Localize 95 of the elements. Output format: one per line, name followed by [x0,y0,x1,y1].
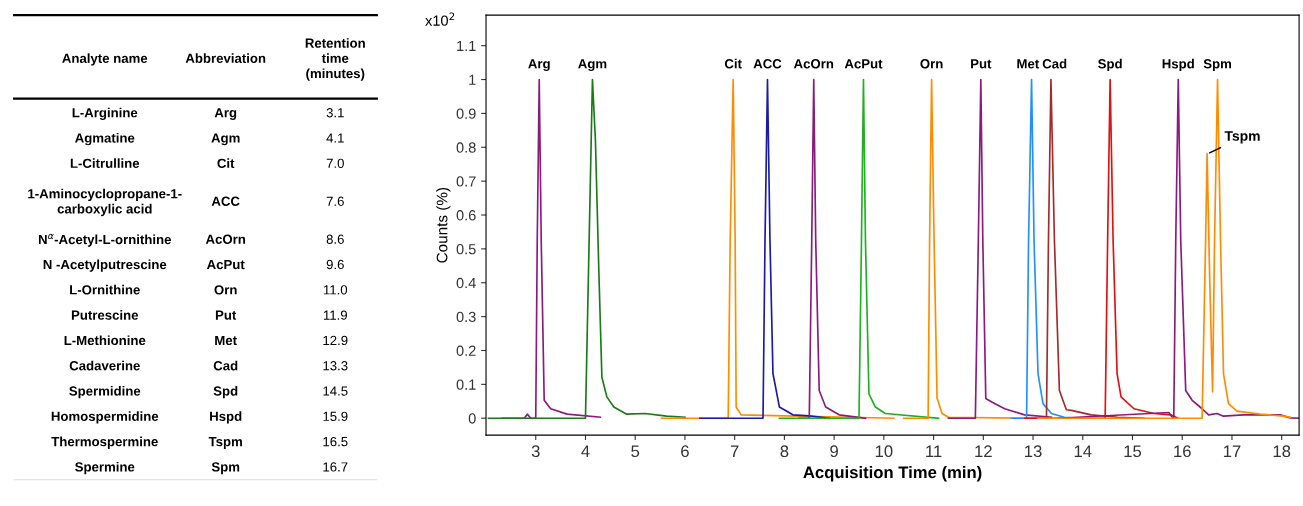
x-tick-label: 11 [926,445,942,457]
text: L-Ornithine [70,284,140,295]
x-tick-label: 14 [1074,445,1092,457]
series-label: Put [971,59,992,69]
text: Spermine [75,461,135,475]
text: N -Acetylputrescine [43,259,167,272]
x-axis-title: Acquisition Time (min) [803,465,982,482]
x-tick-label: 13 [1025,445,1042,458]
text: 11.0 [323,285,348,295]
text: 3.1 [326,108,344,118]
x-tick-label: 5 [631,445,640,458]
text: 13.3 [323,361,348,371]
x-tick-label: 10 [875,445,893,458]
line-series [947,78,1053,420]
line-series [778,78,940,420]
text: N$^{α}$-Acetyl-L-ornithine [38,233,171,247]
y-tick-label: 0.4 [456,277,476,289]
y-tick-label: 0.7 [456,176,476,187]
text: Spm [211,462,240,475]
text: 9.6 [326,259,344,270]
text: Agmatine [75,132,135,146]
text: Putrescine [71,310,139,320]
y-tick-label: 0.1 [456,379,476,390]
series-label: AcPut [844,59,883,69]
y-tick-label: 1 [469,74,476,85]
text: L-Methionine [64,335,146,346]
x-tick-label: 7 [730,445,739,457]
text: L-Arginine [72,107,138,121]
text: Agm [211,133,240,146]
x-tick-label: 16 [1174,445,1191,458]
text: AcPut [206,259,245,270]
text: Homospermidine [51,411,159,424]
text: 16.5 [323,436,348,447]
text: 14.5 [323,386,348,396]
annotation: Tspm [1224,131,1260,144]
series-label: Spd [1098,58,1122,72]
y-tick-label: 0.8 [456,142,476,153]
x-tick-label: 3 [531,445,540,458]
text: Cad [213,360,238,371]
text: Retention time (minutes) [305,38,365,81]
text: Met [215,335,237,346]
series-label: ACC [753,59,782,69]
y-axis-title: Counts (%) [436,187,451,263]
series-label: Agm [578,59,607,72]
text: x10$^{2}$ [425,12,455,26]
y-tick-label: 1.1 [457,40,476,51]
series-label: Hspd [1162,58,1194,72]
x-tick-label: 4 [581,445,590,457]
series-label: AcOrn [793,59,834,69]
y-tick-label: 0.3 [456,311,476,323]
line-series [487,78,686,420]
text: Spermidine [69,386,141,399]
text: Abbreviation [185,53,266,63]
text: Spd [213,386,238,399]
y-tick-label: 0.9 [456,108,476,119]
text: ACC [211,196,240,206]
x-tick-label: 8 [780,445,789,458]
series-label: Cit [724,58,742,69]
series-label: Orn [920,59,943,69]
text: 11.9 [323,310,347,320]
text: Cadaverine [69,360,140,371]
text: 16.7 [323,462,348,472]
text: 12.9 [323,335,348,346]
text: Put [215,310,237,320]
series-label: Met [1017,59,1040,69]
text: 8.6 [326,234,344,244]
text: 7.0 [326,158,344,168]
text: L-Citrulline [70,158,140,168]
y-tick-label: 0.6 [456,210,476,221]
series-label: Cad [1042,58,1067,69]
text: AcOrn [205,234,246,244]
text: Tspm [208,437,242,449]
x-tick-label: 6 [681,445,689,458]
text: 15.9 [323,411,348,421]
series-label: Arg [528,59,550,72]
text: 7.6 [326,196,344,206]
text: Arg [214,108,237,120]
y-tick-label: 0.5 [456,243,476,255]
series-label: Spm [1203,59,1232,72]
line-series [1023,78,1179,420]
text: Hspd [210,411,242,424]
text: Orn [214,285,237,295]
text: Thermospermine [51,436,158,449]
x-tick-label: 9 [830,445,838,458]
x-tick-label: 18 [1273,445,1291,458]
text: 1-Aminocyclopropane-1- carboxylic acid [28,188,182,217]
y-tick-label: 0.2 [456,345,476,356]
text: Cit [217,158,235,168]
x-tick-label: 15 [1124,445,1142,458]
text: Analyte name [62,53,148,66]
text: 4.1 [326,133,344,143]
y-tick-label: 0 [468,413,476,424]
line-series [660,78,895,420]
x-tick-label: 12 [975,445,992,457]
x-tick-label: 17 [1223,445,1241,457]
